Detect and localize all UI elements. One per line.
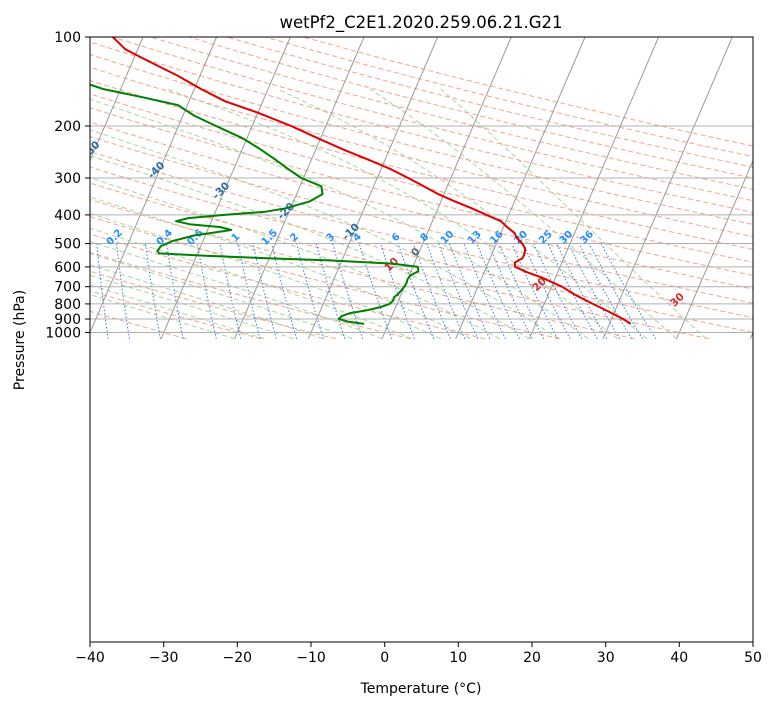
mixing-ratio-line [438,243,479,339]
dry-adiabat-line [226,37,753,168]
mixing-ratio-line [578,243,633,340]
mixing-ratio-line [358,243,392,339]
dry-adiabat-line [90,136,753,304]
isotherm-line [90,37,144,162]
x-tick-label: 30 [597,650,615,666]
plot-background [90,37,753,642]
dry-adiabat-line [90,199,635,340]
chart-title: wetPf2_C2E1.2020.259.06.21.G21 [279,13,562,33]
mixing-ratio-line [332,243,364,339]
isotherm-line [455,37,586,339]
x-tick-label: −20 [223,650,253,666]
y-tick-label: 900 [54,312,81,328]
mixing-ratio-line [476,243,520,340]
dry-adiabat-line [90,310,187,340]
mixing-ratio-line [426,243,466,339]
x-tick-label: 20 [523,650,541,666]
moist-adiabat-line [90,253,353,340]
isotherm-line [307,37,439,339]
temperature-profile-line [112,37,632,325]
profiles [90,37,632,325]
isotherm-line [602,37,733,339]
isotherms [90,37,753,339]
isobars [90,37,753,333]
plot-frame [89,36,754,643]
dry-adiabat-line [188,37,753,179]
mixing-ratio-line [315,243,346,339]
plot-area: -100-90-80-70-60-50-40-30-20-100 0.10.20… [90,37,753,642]
dry-adiabat-line [90,107,753,276]
x-tick-label: −40 [75,650,105,666]
y-axis-label: Pressure (hPa) [12,290,28,390]
moist-adiabat-line [90,241,383,340]
x-tick-label: 40 [670,650,688,666]
y-tick-label: 800 [54,297,81,313]
dry-adiabat-line [90,151,753,319]
x-tick-label: −30 [149,650,179,666]
dry-adiabat-line [112,37,753,202]
mixing-ratio-line [498,243,545,340]
mixing-ratio-line [600,243,657,340]
x-axis: −40 −30 −20 −10 0 10 20 30 40 50 [75,642,762,666]
mixing-ratio-line [380,243,415,339]
isotherm-line [90,37,218,334]
dry-adiabat-line [90,233,486,340]
isotherm-line [234,37,365,339]
moist-adiabat-line [90,213,442,340]
y-tick-label: 300 [54,171,81,187]
y-tick-label: 1000 [45,326,81,342]
mixing-ratio-line [412,243,451,339]
x-axis-label: Temperature (°C) [360,681,482,697]
dry-adiabat-line [90,216,560,340]
moist-adiabat-line [90,274,294,340]
moist-adiabat-line [90,293,235,340]
mixing-ratio-line [463,243,506,340]
dry-adiabat-line [150,37,753,190]
y-tick-label: 400 [54,208,81,224]
x-tick-label: 0 [380,650,389,666]
moist-adiabat-line [90,227,412,340]
x-tick-label: 50 [744,650,762,666]
x-tick-label: 10 [449,650,467,666]
mixing-ratio-line [588,243,643,340]
mixing-ratio-line [144,243,161,339]
mixing-ratio-line [196,243,217,339]
dewpoint-profile-line [90,83,420,325]
moist-adiabat-line [90,284,265,340]
mixing-ratio-line [567,243,621,340]
moist-adiabat-line [90,264,324,340]
isotherm-line [160,37,291,339]
mixing-ratio-line [96,243,109,339]
y-tick-label: 100 [54,30,81,46]
y-tick-label: 700 [54,280,81,296]
dry-adiabat-line [90,290,262,340]
isotherm-line [676,159,753,339]
x-tick-label: −10 [296,650,326,666]
moist-adiabat-line [90,196,471,340]
dry-adiabat-line [90,182,710,340]
y-tick-label: 600 [54,260,81,276]
y-tick-label: 200 [54,119,81,135]
mixing-ratio-line [166,243,184,339]
mixing-ratio-line [487,243,533,340]
isotherm-line [528,37,660,339]
y-tick-label: 500 [54,237,81,253]
